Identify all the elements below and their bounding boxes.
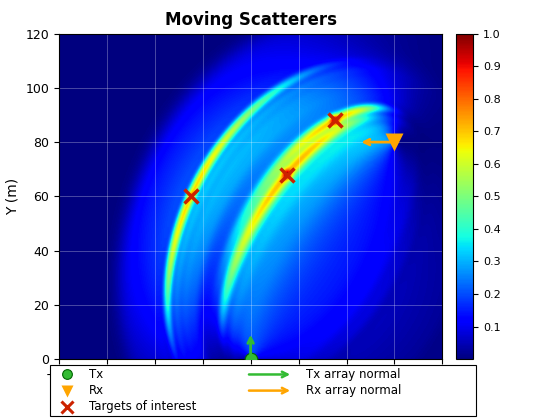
Y-axis label: Y (m): Y (m)	[6, 178, 20, 215]
Text: Rx: Rx	[88, 384, 104, 397]
Text: Targets of interest: Targets of interest	[88, 400, 196, 413]
Text: Tx: Tx	[88, 368, 103, 381]
Text: Rx array normal: Rx array normal	[306, 384, 401, 397]
X-axis label: X (m): X (m)	[231, 387, 270, 402]
Title: Moving Scatterers: Moving Scatterers	[165, 11, 337, 29]
Text: Tx array normal: Tx array normal	[306, 368, 400, 381]
